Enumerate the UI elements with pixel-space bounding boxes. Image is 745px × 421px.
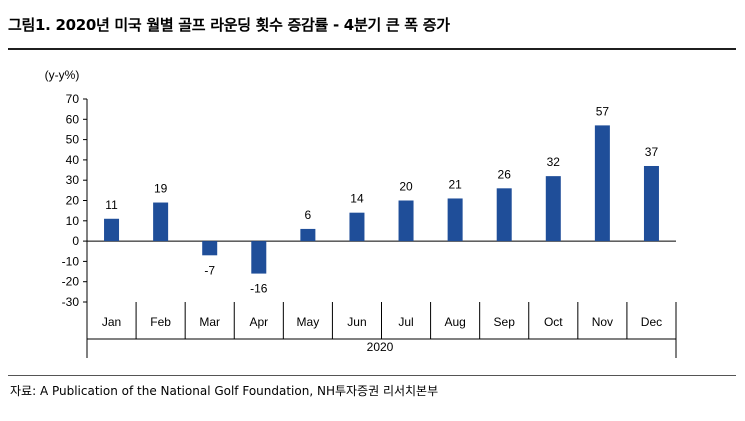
figure-title: 그림1. 2020년 미국 월별 골프 라운딩 횟수 증감률 - 4분기 큰 폭… — [8, 16, 450, 34]
bar-aug — [447, 198, 463, 242]
bar-jul — [398, 200, 414, 242]
y-tick-label: 30 — [66, 173, 80, 187]
data-label: 32 — [547, 155, 561, 169]
y-tick-label: -10 — [62, 254, 80, 268]
source-note: 자료: A Publication of the National Golf F… — [10, 384, 439, 398]
bar-dec — [643, 165, 659, 242]
bar-sep — [496, 188, 512, 242]
x-tick-label: May — [297, 315, 320, 329]
title-divider — [8, 48, 736, 50]
y-tick-label: -20 — [62, 275, 80, 289]
x-tick-label: Sep — [494, 315, 516, 329]
bar-jan — [104, 218, 120, 242]
bar-nov — [594, 125, 610, 242]
x-tick-label: Apr — [249, 315, 268, 329]
data-label: 57 — [596, 104, 610, 118]
data-label: 37 — [645, 145, 659, 159]
bar-oct — [545, 176, 561, 242]
data-label: 14 — [350, 192, 364, 206]
data-label: 20 — [399, 180, 413, 194]
data-label: 6 — [305, 208, 312, 222]
bar-mar — [202, 241, 218, 256]
x-tick-label: Oct — [544, 315, 563, 329]
data-label: 19 — [154, 182, 168, 196]
y-tick-label: 0 — [72, 234, 79, 248]
x-tick-label: Jan — [102, 315, 121, 329]
bar-may — [300, 228, 316, 242]
bar-feb — [153, 202, 169, 242]
data-label: 21 — [448, 177, 462, 191]
x-tick-label: Dec — [641, 315, 662, 329]
y-tick-label: 50 — [66, 133, 80, 147]
y-tick-label: -30 — [62, 295, 80, 309]
data-label: 26 — [498, 167, 512, 181]
y-tick-label: 60 — [66, 112, 80, 126]
y-tick-label: 10 — [66, 214, 80, 228]
bar-apr — [251, 241, 267, 274]
y-tick-label: 70 — [66, 92, 80, 106]
data-label: 11 — [105, 198, 118, 212]
y-tick-label: 40 — [66, 153, 80, 167]
y-tick-label: 20 — [66, 194, 80, 208]
x-tick-label: Jul — [398, 315, 413, 329]
x-tick-label: Mar — [199, 315, 220, 329]
x-tick-label: Jun — [347, 315, 366, 329]
data-label: -16 — [250, 282, 268, 296]
x-tick-label: Nov — [592, 315, 613, 329]
source-divider — [8, 375, 736, 376]
x-axis-year-label: 2020 — [367, 340, 394, 354]
x-tick-label: Aug — [444, 315, 465, 329]
y-axis-label: (y-y%) — [45, 68, 80, 82]
x-tick-label: Feb — [150, 315, 171, 329]
bar-jun — [349, 212, 365, 242]
data-label: -7 — [204, 263, 215, 277]
